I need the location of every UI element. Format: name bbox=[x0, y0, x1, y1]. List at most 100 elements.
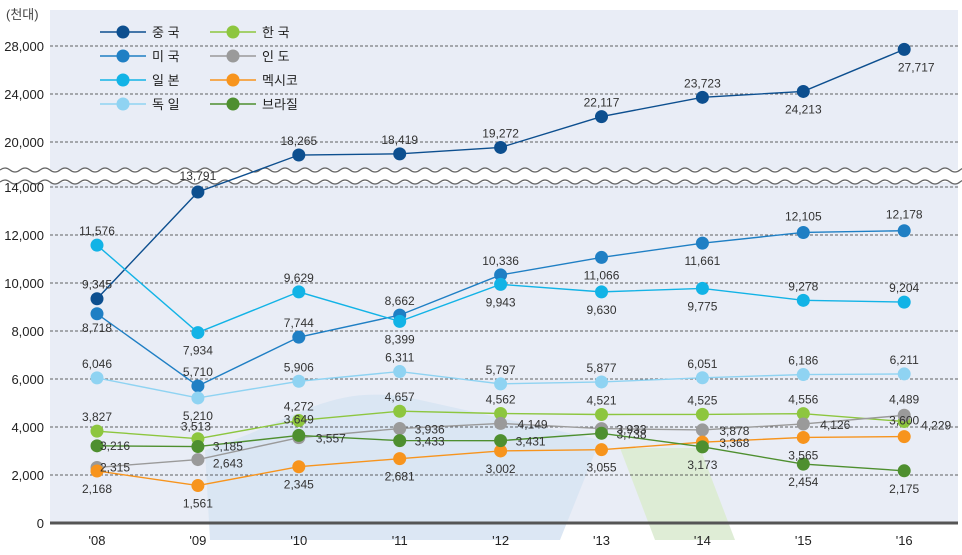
data-label: 3,565 bbox=[788, 448, 818, 462]
data-point bbox=[292, 413, 306, 427]
legend-marker bbox=[226, 25, 240, 39]
break-fill bbox=[0, 170, 962, 182]
y-tick-label: 28,000 bbox=[4, 39, 44, 54]
data-label: 3,600 bbox=[889, 414, 919, 428]
legend-marker bbox=[226, 49, 240, 63]
data-point bbox=[292, 148, 306, 162]
data-point bbox=[494, 140, 508, 154]
data-point bbox=[796, 457, 810, 471]
x-tick-label: '11 bbox=[392, 533, 408, 548]
legend-label: 미 국 bbox=[152, 49, 180, 64]
data-label: 3,173 bbox=[687, 458, 717, 472]
legend-label: 인 도 bbox=[262, 49, 290, 64]
data-label: 5,797 bbox=[486, 363, 516, 377]
data-label: 7,744 bbox=[284, 316, 314, 330]
data-point bbox=[494, 277, 508, 291]
data-label: 3,878 bbox=[719, 424, 749, 438]
data-point bbox=[191, 326, 205, 340]
data-label: 3,216 bbox=[100, 439, 130, 453]
y-tick-label: 20,000 bbox=[4, 135, 44, 150]
data-label: 23,723 bbox=[684, 76, 721, 90]
y-tick-label: 10,000 bbox=[4, 276, 44, 291]
data-label: 6,046 bbox=[82, 357, 112, 371]
data-point bbox=[494, 377, 508, 391]
legend-marker bbox=[116, 49, 130, 63]
data-point bbox=[494, 444, 508, 458]
data-point bbox=[796, 430, 810, 444]
data-point bbox=[695, 423, 709, 437]
data-label: 8,399 bbox=[385, 332, 415, 346]
data-label: 9,943 bbox=[486, 295, 516, 309]
data-label: 7,934 bbox=[183, 344, 213, 358]
data-point bbox=[695, 371, 709, 385]
x-tick-label: '08 bbox=[89, 533, 106, 548]
data-label: 2,345 bbox=[284, 478, 314, 492]
data-label: 12,105 bbox=[785, 209, 822, 223]
data-label: 6,186 bbox=[788, 354, 818, 368]
data-point bbox=[897, 430, 911, 444]
data-point bbox=[393, 314, 407, 328]
data-point bbox=[595, 426, 608, 440]
x-tick-label: '09 bbox=[189, 533, 206, 548]
data-label: 8,662 bbox=[385, 294, 415, 308]
data-label: 3,185 bbox=[213, 440, 243, 454]
data-label: 8,718 bbox=[82, 321, 112, 335]
data-label: 9,775 bbox=[687, 299, 717, 313]
data-label: 3,513 bbox=[181, 420, 211, 434]
data-point bbox=[90, 238, 104, 252]
data-label: 9,629 bbox=[284, 271, 314, 285]
break-wave-top bbox=[0, 167, 962, 173]
data-point bbox=[695, 440, 709, 454]
data-label: 3,649 bbox=[284, 412, 314, 426]
data-point bbox=[897, 367, 911, 381]
x-tick-label: '12 bbox=[492, 533, 509, 548]
data-point bbox=[695, 407, 709, 421]
data-point bbox=[393, 365, 407, 379]
data-point bbox=[897, 408, 911, 422]
legend-marker bbox=[116, 97, 130, 111]
y-axis: 0 2,000 4,000 6,000 8,000 10,000 12,000 14,000 2… bbox=[4, 39, 44, 531]
data-point bbox=[695, 236, 709, 250]
data-point bbox=[494, 268, 508, 282]
legend-label: 브라질 bbox=[262, 97, 298, 112]
data-label: 5,710 bbox=[183, 365, 213, 379]
x-tick-label: '15 bbox=[795, 533, 812, 548]
data-point bbox=[595, 407, 608, 421]
data-label: 11,661 bbox=[684, 254, 720, 268]
data-point bbox=[90, 424, 104, 438]
data-label: 4,126 bbox=[820, 418, 850, 432]
data-label: 11,576 bbox=[79, 224, 115, 238]
data-label: 4,272 bbox=[284, 399, 314, 413]
data-label: 4,657 bbox=[385, 390, 415, 404]
data-point bbox=[897, 295, 911, 309]
data-point bbox=[695, 90, 709, 104]
data-label: 3,055 bbox=[586, 461, 616, 475]
data-labels: 9,345 13,791 18,265 18,419 19,272 22,117 23,72… bbox=[79, 60, 951, 510]
data-point bbox=[796, 368, 810, 382]
data-label: 27,717 bbox=[898, 60, 935, 74]
break-wave-bottom bbox=[0, 179, 962, 185]
data-label: 3,431 bbox=[516, 435, 546, 449]
data-point bbox=[393, 434, 407, 448]
y-tick-label: 24,000 bbox=[4, 87, 44, 102]
data-label: 24,213 bbox=[785, 102, 822, 116]
data-label: 18,265 bbox=[280, 134, 317, 148]
data-label: 2,175 bbox=[889, 482, 919, 496]
data-label: 5,210 bbox=[183, 409, 213, 423]
legend-label: 중 국 bbox=[152, 25, 180, 40]
data-point bbox=[393, 147, 407, 161]
data-point bbox=[595, 443, 608, 457]
data-label: 4,229 bbox=[921, 419, 951, 433]
data-point bbox=[494, 416, 508, 430]
data-label: 3,368 bbox=[719, 436, 749, 450]
data-point bbox=[897, 42, 911, 56]
data-label: 11,066 bbox=[584, 268, 620, 282]
data-point bbox=[191, 391, 205, 405]
data-point bbox=[796, 225, 810, 239]
data-point bbox=[191, 440, 205, 454]
data-point bbox=[393, 404, 407, 418]
data-label: 4,525 bbox=[687, 393, 717, 407]
legend-marker bbox=[226, 97, 240, 111]
data-point bbox=[292, 460, 306, 474]
